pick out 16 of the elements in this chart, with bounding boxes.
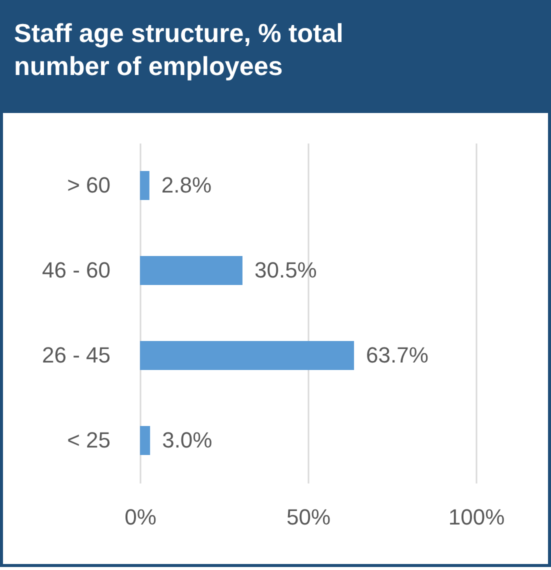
x-tick-label: 50%: [286, 504, 331, 530]
data-label: 2.8%: [161, 172, 212, 198]
bar: [140, 341, 354, 370]
bar: [140, 256, 242, 285]
x-tick-label: 0%: [124, 504, 156, 530]
bar: [140, 426, 150, 455]
chart-title: Staff age structure, % total number of employees: [14, 17, 344, 83]
data-label: 63.7%: [366, 342, 428, 368]
y-tick-label: > 60: [67, 172, 110, 198]
x-tick-label: 100%: [448, 504, 505, 530]
data-label: 3.0%: [162, 428, 212, 452]
data-label: 30.5%: [254, 258, 317, 282]
bar: [140, 171, 150, 200]
y-tick-label: < 25: [67, 428, 110, 452]
y-tick-label: 26 - 45: [42, 342, 110, 368]
y-tick-label: 46 - 60: [42, 258, 110, 282]
